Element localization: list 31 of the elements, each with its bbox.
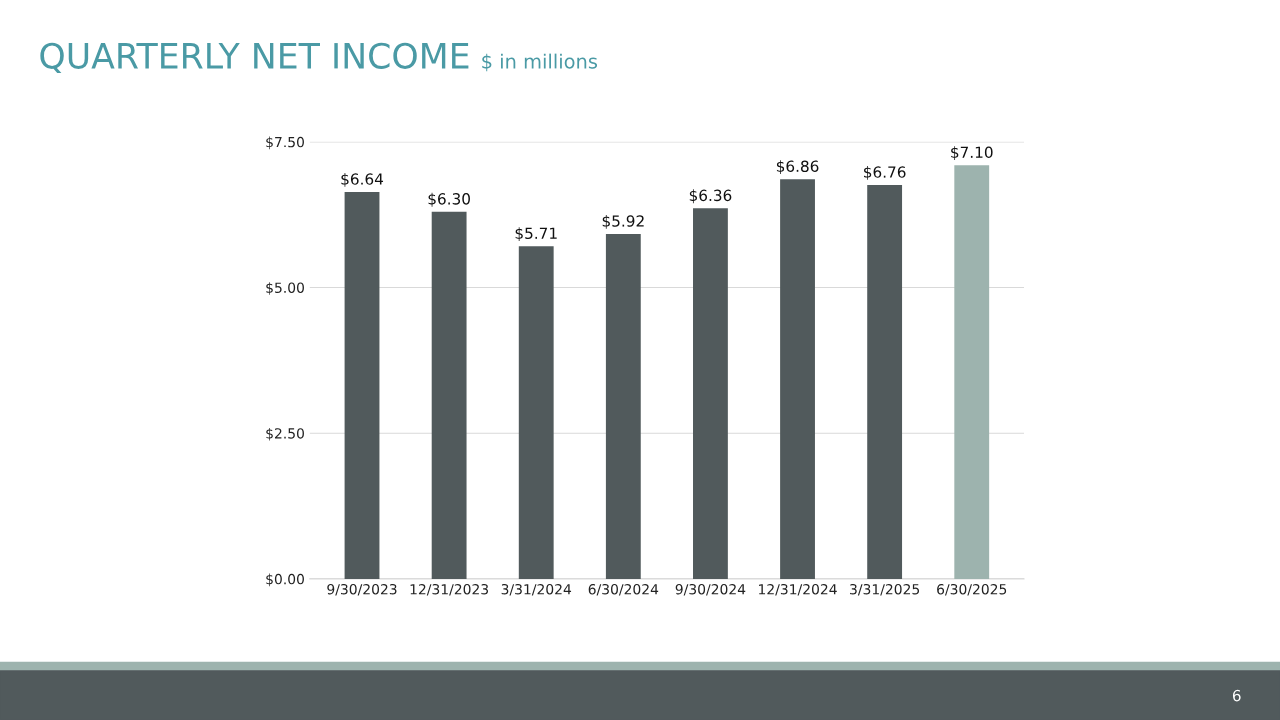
x-tick-label: 12/31/2024: [759, 583, 837, 596]
x-tick-label: 12/31/2023: [410, 583, 489, 596]
x-tick-label: 9/30/2024: [675, 583, 746, 596]
x-tick-label: 9/30/2023: [327, 583, 397, 596]
data-label: $7.10: [951, 146, 993, 161]
bar: [954, 165, 990, 579]
y-tick-label: $5.00: [266, 282, 304, 295]
data-label: $5.92: [602, 214, 644, 229]
x-tick-label: 3/31/2024: [501, 583, 572, 596]
bar: [431, 211, 467, 579]
data-label: $6.30: [428, 192, 470, 207]
text: 6: [1232, 689, 1241, 702]
bar: [867, 184, 903, 579]
data-label: $6.64: [341, 173, 384, 187]
y-tick-label: $0.00: [266, 573, 304, 587]
x-tick-label: 6/30/2025: [937, 583, 1007, 596]
y-tick-label: $7.50: [266, 136, 304, 150]
chart-title: QUARTERLY NET INCOME: [40, 42, 469, 73]
bar: [605, 233, 641, 579]
data-label: $6.36: [689, 189, 732, 204]
x-tick-label: 3/31/2025: [850, 583, 920, 596]
data-label: $6.86: [776, 160, 819, 175]
chart-subtitle: $ in millions: [482, 53, 598, 72]
data-label: $6.76: [864, 166, 906, 180]
bar: [780, 179, 815, 579]
data-label: $5.71: [515, 227, 557, 242]
x-tick-label: 6/30/2024: [588, 583, 659, 596]
y-tick-label: $2.50: [266, 427, 304, 441]
bar: [518, 246, 554, 579]
bar: [693, 208, 728, 579]
bar: [344, 191, 380, 579]
